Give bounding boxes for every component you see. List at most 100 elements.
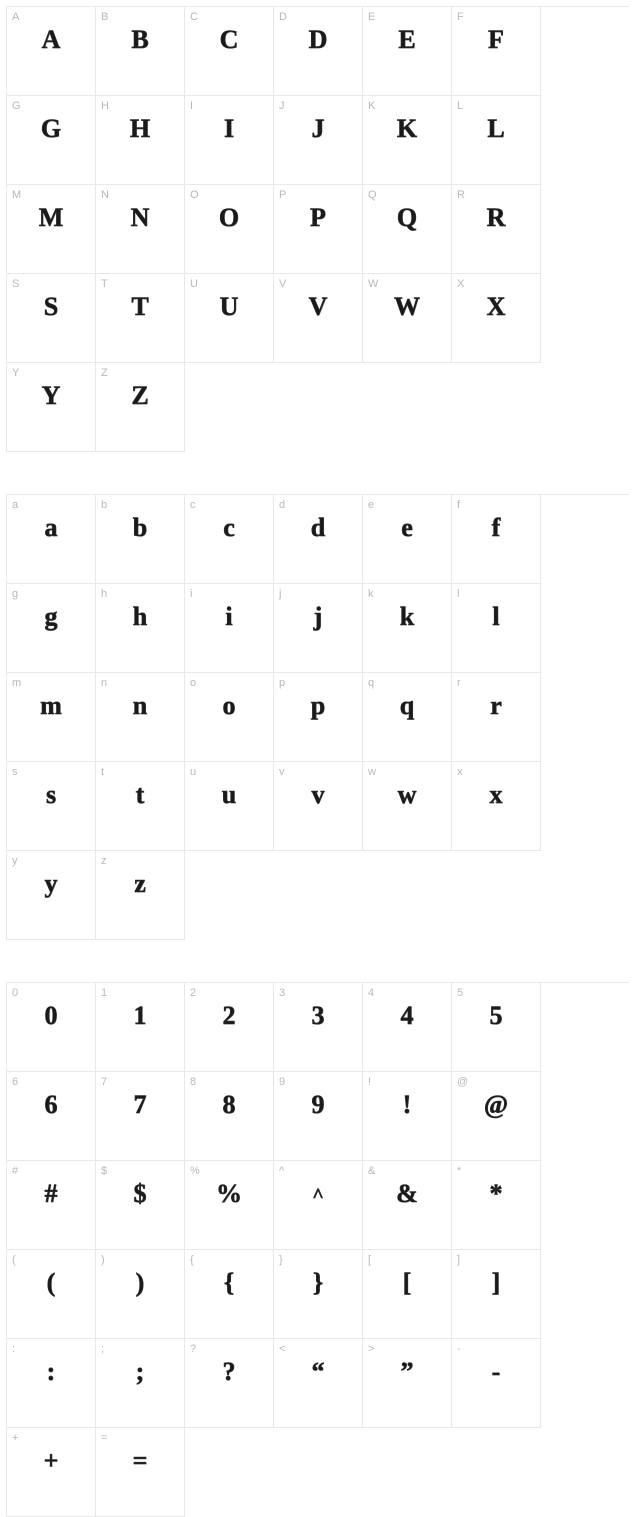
glyph-cell[interactable]: DD bbox=[274, 7, 363, 96]
glyph-label: y bbox=[12, 855, 18, 867]
glyph-char: F bbox=[452, 25, 540, 55]
glyph-cell[interactable]: pp bbox=[274, 673, 363, 762]
glyph-cell[interactable]: 33 bbox=[274, 983, 363, 1072]
glyph-cell[interactable]: mm bbox=[7, 673, 96, 762]
glyph-cell[interactable]: && bbox=[363, 1161, 452, 1250]
glyph-cell[interactable]: uu bbox=[185, 762, 274, 851]
glyph-cell[interactable]: EE bbox=[363, 7, 452, 96]
glyph-cell[interactable]: bb bbox=[96, 495, 185, 584]
glyph-cell[interactable]: ** bbox=[452, 1161, 541, 1250]
glyph-cell[interactable]: 88 bbox=[185, 1072, 274, 1161]
glyph-cell[interactable]: WW bbox=[363, 274, 452, 363]
glyph-cell[interactable]: yy bbox=[7, 851, 96, 940]
glyph-cell[interactable]: gg bbox=[7, 584, 96, 673]
glyph-cell[interactable]: !! bbox=[363, 1072, 452, 1161]
glyph-cell[interactable]: ## bbox=[7, 1161, 96, 1250]
glyph-cell[interactable]: II bbox=[185, 96, 274, 185]
glyph-cell[interactable]: tt bbox=[96, 762, 185, 851]
glyph-label: 8 bbox=[190, 1076, 196, 1088]
glyph-cell[interactable]: KK bbox=[363, 96, 452, 185]
glyph-cell[interactable]: ii bbox=[185, 584, 274, 673]
glyph-cell[interactable]: 99 bbox=[274, 1072, 363, 1161]
glyph-cell[interactable]: ss bbox=[7, 762, 96, 851]
glyph-cell[interactable]: VV bbox=[274, 274, 363, 363]
glyph-cell[interactable]: {{ bbox=[185, 1250, 274, 1339]
glyph-cell[interactable]: RR bbox=[452, 185, 541, 274]
section-lowercase: aabbccddeeff gghhiijjkkll mmnnooppqqrr sstt… bbox=[6, 494, 634, 940]
glyph-cell[interactable]: XX bbox=[452, 274, 541, 363]
glyph-cell[interactable]: $$ bbox=[96, 1161, 185, 1250]
glyph-cell[interactable]: YY bbox=[7, 363, 96, 452]
glyph-cell[interactable]: nn bbox=[96, 673, 185, 762]
glyph-char: l bbox=[452, 602, 540, 632]
glyph-cell[interactable]: >” bbox=[363, 1339, 452, 1428]
glyph-cell[interactable]: TT bbox=[96, 274, 185, 363]
glyph-cell[interactable]: 00 bbox=[7, 983, 96, 1072]
glyph-cell[interactable]: 66 bbox=[7, 1072, 96, 1161]
glyph-label: H bbox=[101, 100, 109, 112]
glyph-cell[interactable]: ]] bbox=[452, 1250, 541, 1339]
glyph-cell[interactable]: ;; bbox=[96, 1339, 185, 1428]
glyph-cell[interactable]: %% bbox=[185, 1161, 274, 1250]
glyph-cell[interactable]: ZZ bbox=[96, 363, 185, 452]
glyph-cell[interactable]: 77 bbox=[96, 1072, 185, 1161]
glyph-cell[interactable]: GG bbox=[7, 96, 96, 185]
glyph-cell[interactable]: vv bbox=[274, 762, 363, 851]
glyph-cell[interactable]: BB bbox=[96, 7, 185, 96]
glyph-cell[interactable]: ^^ bbox=[274, 1161, 363, 1250]
glyph-cell[interactable]: hh bbox=[96, 584, 185, 673]
glyph-cell[interactable]: rr bbox=[452, 673, 541, 762]
glyph-cell[interactable]: == bbox=[96, 1428, 185, 1517]
glyph-cell[interactable]: oo bbox=[185, 673, 274, 762]
glyph-cell[interactable]: ff bbox=[452, 495, 541, 584]
glyph-cell[interactable]: CC bbox=[185, 7, 274, 96]
glyph-cell[interactable]: ww bbox=[363, 762, 452, 851]
glyph-cell[interactable]: MM bbox=[7, 185, 96, 274]
glyph-char: K bbox=[363, 114, 451, 144]
glyph-cell[interactable]: qq bbox=[363, 673, 452, 762]
glyph-label: ; bbox=[101, 1343, 104, 1355]
glyph-cell[interactable]: ?? bbox=[185, 1339, 274, 1428]
glyph-cell[interactable]: )) bbox=[96, 1250, 185, 1339]
glyph-label: A bbox=[12, 11, 19, 23]
glyph-label: t bbox=[101, 766, 104, 778]
glyph-cell[interactable]: zz bbox=[96, 851, 185, 940]
glyph-label: h bbox=[101, 588, 107, 600]
glyph-cell[interactable]: :: bbox=[7, 1339, 96, 1428]
glyph-cell[interactable]: ee bbox=[363, 495, 452, 584]
glyph-cell[interactable]: kk bbox=[363, 584, 452, 673]
glyph-char: C bbox=[185, 25, 273, 55]
glyph-cell[interactable]: LL bbox=[452, 96, 541, 185]
glyph-cell[interactable]: 44 bbox=[363, 983, 452, 1072]
glyph-cell[interactable]: dd bbox=[274, 495, 363, 584]
glyph-cell[interactable]: 55 bbox=[452, 983, 541, 1072]
glyph-cell[interactable]: xx bbox=[452, 762, 541, 851]
glyph-cell[interactable]: [[ bbox=[363, 1250, 452, 1339]
glyph-cell[interactable]: ll bbox=[452, 584, 541, 673]
glyph-cell[interactable]: <“ bbox=[274, 1339, 363, 1428]
glyph-cell[interactable]: }} bbox=[274, 1250, 363, 1339]
glyph-cell[interactable]: PP bbox=[274, 185, 363, 274]
glyph-cell[interactable]: OO bbox=[185, 185, 274, 274]
glyph-cell[interactable]: NN bbox=[96, 185, 185, 274]
glyph-cell[interactable]: AA bbox=[7, 7, 96, 96]
glyph-cell[interactable]: QQ bbox=[363, 185, 452, 274]
glyph-cell[interactable]: (( bbox=[7, 1250, 96, 1339]
glyph-cell[interactable]: ++ bbox=[7, 1428, 96, 1517]
glyph-cell[interactable]: UU bbox=[185, 274, 274, 363]
glyph-cell[interactable]: SS bbox=[7, 274, 96, 363]
glyph-label: ] bbox=[457, 1254, 460, 1266]
glyph-cell[interactable]: FF bbox=[452, 7, 541, 96]
glyph-cell[interactable]: @@ bbox=[452, 1072, 541, 1161]
glyph-char: w bbox=[363, 780, 451, 810]
glyph-cell[interactable]: cc bbox=[185, 495, 274, 584]
glyph-cell[interactable]: 22 bbox=[185, 983, 274, 1072]
glyph-label: F bbox=[457, 11, 464, 23]
glyph-cell[interactable]: aa bbox=[7, 495, 96, 584]
glyph-char: g bbox=[7, 602, 95, 632]
glyph-cell[interactable]: 11 bbox=[96, 983, 185, 1072]
glyph-cell[interactable]: HH bbox=[96, 96, 185, 185]
glyph-cell[interactable]: jj bbox=[274, 584, 363, 673]
glyph-cell[interactable]: -- bbox=[452, 1339, 541, 1428]
glyph-cell[interactable]: JJ bbox=[274, 96, 363, 185]
